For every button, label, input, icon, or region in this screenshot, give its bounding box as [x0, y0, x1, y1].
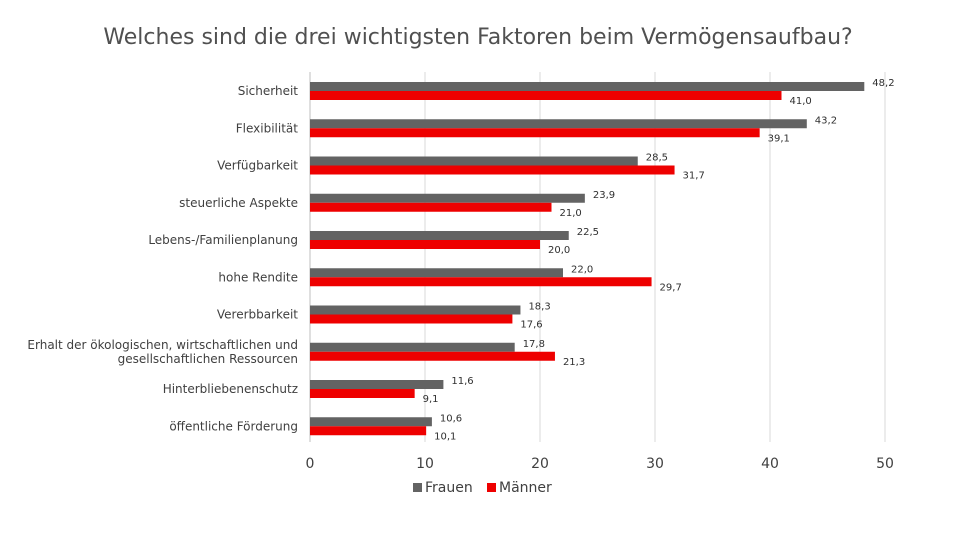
bar-maenner	[310, 91, 782, 100]
legend: Frauen Männer	[413, 480, 552, 496]
category-labels: Sicherheit Flexibilität Verfügbarkeit steue…	[27, 84, 298, 433]
data-label: 31,7	[683, 171, 705, 182]
bar-frauen	[310, 268, 563, 278]
data-label: 29,7	[660, 282, 682, 293]
data-label: 43,2	[815, 115, 837, 126]
bar-frauen	[310, 193, 585, 203]
bar-maenner	[310, 240, 540, 249]
x-tick-label: 40	[761, 456, 779, 472]
bar-maenner	[310, 128, 760, 138]
data-label: 22,5	[577, 227, 599, 238]
data-label: 10,6	[440, 413, 462, 424]
bar-frauen	[310, 380, 444, 389]
x-axis-ticks: 0 10 20 30 40 50	[306, 456, 894, 472]
bars	[310, 82, 865, 436]
data-label: 21,0	[560, 208, 582, 219]
legend-swatch	[487, 483, 496, 492]
bar-maenner	[310, 351, 555, 361]
category-label: Sicherheit	[238, 84, 299, 98]
chart-title: Welches sind die drei wichtigsten Faktor…	[103, 25, 852, 50]
bar-frauen	[310, 82, 865, 91]
data-label: 21,3	[563, 357, 585, 368]
category-label: Flexibilität	[236, 121, 299, 135]
data-label: 17,6	[520, 320, 542, 331]
bar-frauen	[310, 305, 521, 315]
bar-frauen	[310, 156, 638, 166]
bar-maenner	[310, 165, 675, 175]
bar-frauen	[310, 417, 432, 427]
bar-maenner	[310, 202, 552, 212]
x-tick-label: 20	[531, 456, 549, 472]
bar-maenner	[310, 314, 513, 324]
category-label: Vererbbarkeit	[217, 308, 298, 322]
bar-maenner	[310, 389, 415, 398]
bar-maenner	[310, 426, 427, 436]
category-label: Verfügbarkeit	[217, 159, 298, 173]
category-label: steuerliche Aspekte	[179, 196, 298, 210]
data-label: 11,6	[451, 376, 473, 387]
category-label: Lebens-/Familienplanung	[148, 233, 298, 247]
legend-swatch	[413, 483, 422, 492]
data-label: 22,0	[571, 264, 593, 275]
category-label: gesellschaftlichen Ressourcen	[118, 352, 298, 366]
data-label: 48,2	[872, 78, 894, 89]
legend-label: Männer	[499, 480, 552, 496]
x-tick-label: 0	[306, 456, 315, 472]
bar-maenner	[310, 277, 652, 287]
data-label: 18,3	[528, 302, 550, 313]
bar-frauen	[310, 342, 515, 352]
x-tick-label: 50	[876, 456, 894, 472]
category-label: Erhalt der ökologischen, wirtschaftliche…	[27, 338, 298, 352]
x-tick-label: 10	[416, 456, 434, 472]
x-tick-label: 30	[646, 456, 664, 472]
data-label: 28,5	[646, 153, 668, 164]
data-label: 10,1	[434, 431, 456, 442]
data-label: 17,8	[523, 339, 545, 350]
data-label: 23,9	[593, 190, 615, 201]
bar-frauen	[310, 231, 569, 240]
data-label: 39,1	[768, 133, 790, 144]
category-label: hohe Rendite	[218, 270, 298, 284]
data-label: 41,0	[790, 96, 812, 107]
category-label: Hinterbliebenenschutz	[163, 382, 298, 396]
category-label: öffentliche Förderung	[169, 419, 298, 433]
bar-frauen	[310, 119, 807, 129]
data-labels: 48,2 41,043,2 39,1 28,5 31,7 23,9 21,0 22,5 20,0…	[423, 78, 895, 442]
legend-label: Frauen	[425, 480, 473, 496]
data-label: 9,1	[423, 394, 439, 405]
data-label: 20,0	[548, 245, 570, 256]
